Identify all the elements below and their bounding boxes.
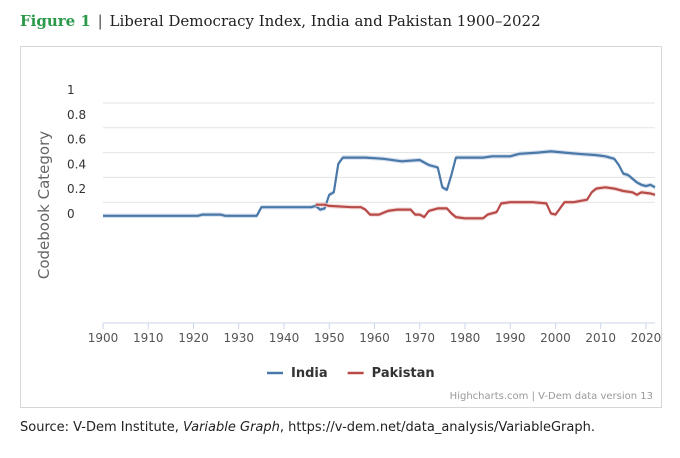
x-tick-label: 1950 [314, 331, 345, 345]
chart-frame: 0 0.2 0.4 0.6 0.8 1 Codebook Category 1900 1910 1… [20, 46, 662, 408]
source-note: Source: V-Dem Institute, Variable Graph,… [20, 420, 595, 435]
x-tick-label: 2000 [540, 331, 571, 345]
legend-label: India [291, 366, 328, 381]
x-tick-label: 1920 [178, 331, 209, 345]
y-tick-label: 0.8 [67, 108, 86, 122]
figure-title-text: Liberal Democracy Index, India and Pakis… [109, 12, 541, 30]
figure-title: Figure 1 | Liberal Democracy Index, Indi… [20, 12, 541, 30]
x-tick-label: 1960 [359, 331, 390, 345]
y-tick-label: 0.4 [67, 157, 86, 171]
x-tick-label: 1970 [404, 331, 435, 345]
legend-item-pakistan: Pakistan [347, 366, 435, 381]
x-tick-label: 2020 [631, 331, 661, 345]
x-tick-label: 1910 [133, 331, 164, 345]
x-tick-label: 1980 [450, 331, 481, 345]
x-tick-label: 1990 [495, 331, 526, 345]
figure-label: Figure 1 [20, 12, 91, 30]
source-italic: Variable Graph [183, 420, 280, 435]
y-tick-label: 0.2 [67, 182, 86, 196]
source-prefix: Source: V-Dem Institute, [20, 420, 184, 435]
line-chart: 0 0.2 0.4 0.6 0.8 1 Codebook Category 1900 1910 1… [35, 83, 661, 402]
y-tick-label: 0 [67, 207, 75, 221]
figure-separator: | [97, 12, 103, 30]
series-line-india [103, 150, 656, 217]
x-tick-label: 1900 [88, 331, 119, 345]
y-axis-title: Codebook Category [35, 131, 53, 279]
y-tick-label: 1 [67, 83, 75, 97]
x-tick-label: 1940 [269, 331, 300, 345]
x-tick-label: 1930 [223, 331, 254, 345]
series-line-pakistan [315, 186, 656, 220]
series-band-pakistan [315, 185, 655, 221]
legend-label: Pakistan [372, 366, 435, 381]
x-tick-label: 2010 [585, 331, 616, 345]
legend-item-india: India [267, 366, 328, 381]
chart-credits: Highcharts.com | V-Dem data version 13 [450, 391, 653, 402]
y-tick-label: 0.6 [67, 133, 86, 147]
source-suffix: , https://v-dem.net/data_analysis/Variab… [279, 420, 595, 435]
